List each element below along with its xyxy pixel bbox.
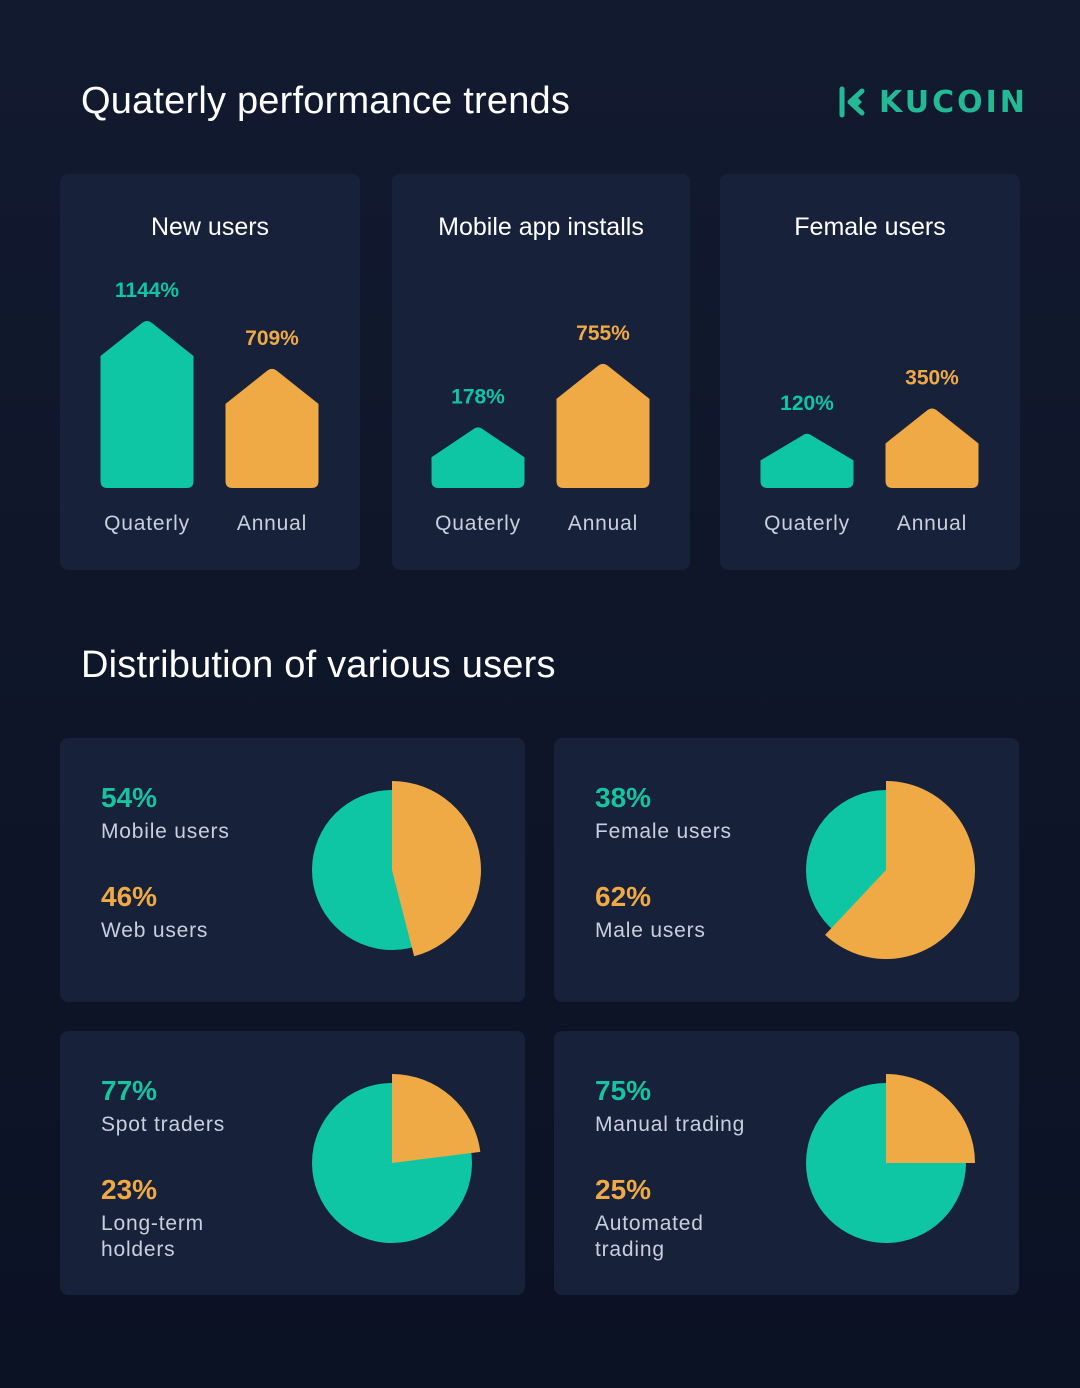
stat-label: Manual trading (595, 1113, 746, 1136)
stat-secondary: 62% Male users (595, 883, 706, 944)
section-title: Distribution of various users (81, 644, 556, 686)
stat-label: Female users (595, 820, 732, 843)
stat-primary: 75% Manual trading (595, 1077, 745, 1138)
pie-card-trading-mode: 75% Manual trading 25% Automated trading (554, 1031, 1019, 1295)
quarterly-bar (431, 427, 525, 488)
chart-title: Female users (794, 213, 946, 241)
stat-label: Male users (595, 919, 706, 942)
stat-percentage: 77% (101, 1075, 158, 1106)
trading-mode-pie-chart (806, 1074, 975, 1243)
pie-slice-secondary (825, 781, 976, 959)
stat-secondary: 25% Automated trading (595, 1176, 715, 1263)
stat-percentage: 75% (595, 1075, 652, 1106)
bar-value-label: 1144% (115, 279, 180, 302)
pie-slice-secondary (392, 781, 481, 957)
bar-value-label: 350% (905, 366, 959, 389)
new-users-bar-chart: 1144% Quaterly 709% Annual (100, 279, 319, 535)
stat-primary: 77% Spot traders (101, 1077, 225, 1138)
category-label: Annual (897, 512, 967, 535)
pie-card-gender: 38% Female users 62% Male users (554, 738, 1019, 1002)
chart-title: New users (150, 213, 270, 241)
category-label: Quaterly (104, 512, 190, 535)
stat-percentage: 23% (101, 1174, 158, 1205)
stat-label: Spot traders (101, 1113, 225, 1136)
new-users-card: New users 1144% Quaterly 709% Annual (60, 174, 360, 570)
mobile-installs-card: Mobile app installs 178% Quaterly 755% Annu… (392, 174, 690, 570)
gender-pie-chart (806, 781, 976, 959)
stat-secondary: 46% Web users (101, 883, 208, 944)
pie-card-devices: 54% Mobile users 46% Web users (60, 738, 525, 1002)
pie-card-traders: 77% Spot traders 23% Long-term holders (60, 1031, 525, 1295)
category-label: Annual (568, 512, 638, 535)
traders-pie-chart (312, 1074, 481, 1243)
quarterly-bar (760, 433, 854, 488)
category-label: Quaterly (764, 512, 850, 535)
bar-value-label: 120% (780, 392, 834, 415)
stat-primary: 38% Female users (595, 784, 732, 845)
annual-bar (885, 408, 979, 488)
pie-slice-secondary (392, 1074, 481, 1163)
page-title: Quaterly performance trends (81, 80, 571, 122)
stat-label: Automated trading (595, 1212, 704, 1261)
mobile-installs-bar-chart: 178% Quaterly 755% Annual (431, 322, 650, 535)
stat-label: Long-term holders (101, 1212, 204, 1261)
stat-primary: 54% Mobile users (101, 784, 230, 845)
bar-value-label: 755% (576, 322, 630, 345)
stat-secondary: 23% Long-term holders (101, 1176, 221, 1263)
annual-bar (556, 363, 650, 488)
chart-title: Mobile app installs (438, 213, 644, 241)
female-users-bar-chart: 120% Quaterly 350% Annual (760, 366, 979, 535)
category-label: Quaterly (435, 512, 521, 535)
stat-label: Mobile users (101, 820, 230, 843)
stat-percentage: 46% (101, 881, 158, 912)
stat-percentage: 62% (595, 881, 652, 912)
female-users-card: Female users 120% Quaterly 350% Annual (720, 174, 1020, 570)
quarterly-bar (100, 321, 194, 488)
kucoin-logo: KUCOIN (832, 82, 1025, 122)
devices-pie-chart (312, 781, 481, 957)
stat-percentage: 38% (595, 782, 652, 813)
pie-slice-secondary (886, 1074, 975, 1163)
annual-bar (225, 368, 319, 488)
stat-percentage: 25% (595, 1174, 652, 1205)
stat-label: Web users (101, 919, 209, 942)
category-label: Annual (237, 512, 307, 535)
bar-value-label: 709% (245, 327, 299, 350)
logo-wordmark: KUCOIN (879, 84, 1028, 120)
kucoin-k-icon (839, 86, 865, 118)
bar-value-label: 178% (451, 385, 505, 408)
stat-percentage: 54% (101, 782, 158, 813)
